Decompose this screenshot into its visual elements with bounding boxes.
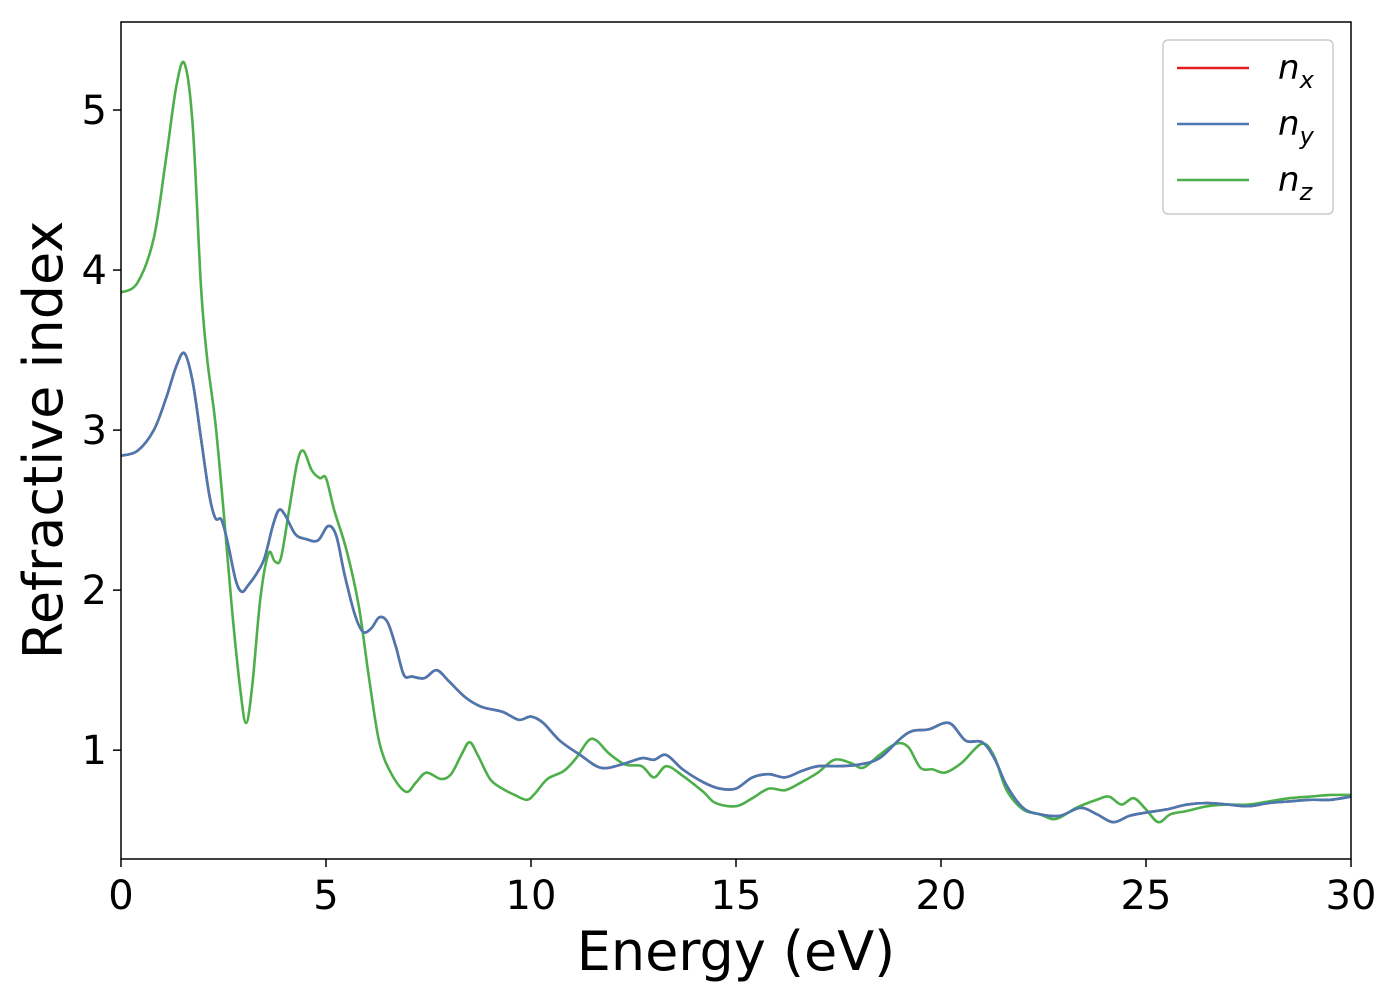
- series-layer: [121, 60, 1351, 824]
- y-axis: 1 2 3 4 5: [82, 88, 121, 774]
- legend: nx ny nz: [1162, 39, 1334, 215]
- y-tick-label: 1: [82, 728, 107, 774]
- legend-label-ny: ny: [1278, 104, 1315, 150]
- x-axis: 0 5 10 15 20 25 30: [108, 859, 1376, 919]
- y-axis-title: Refractive index: [12, 221, 75, 660]
- x-tick-label: 0: [108, 873, 133, 919]
- legend-box: [1162, 39, 1334, 215]
- x-tick-label: 10: [506, 873, 557, 919]
- series-line-ny: [121, 351, 1351, 824]
- x-tick-label: 30: [1326, 873, 1377, 919]
- x-tick-label: 5: [313, 873, 338, 919]
- x-axis-title: Energy (eV): [577, 920, 896, 983]
- y-tick-label: 2: [82, 568, 107, 614]
- y-tick-label: 3: [82, 408, 107, 454]
- legend-label-nz: nz: [1278, 160, 1314, 206]
- x-tick-label: 20: [916, 873, 967, 919]
- x-tick-label: 25: [1121, 873, 1172, 919]
- legend-label-nx: nx: [1278, 48, 1315, 94]
- y-tick-label: 4: [82, 248, 107, 294]
- y-tick-label: 5: [82, 88, 107, 134]
- x-tick-label: 15: [711, 873, 762, 919]
